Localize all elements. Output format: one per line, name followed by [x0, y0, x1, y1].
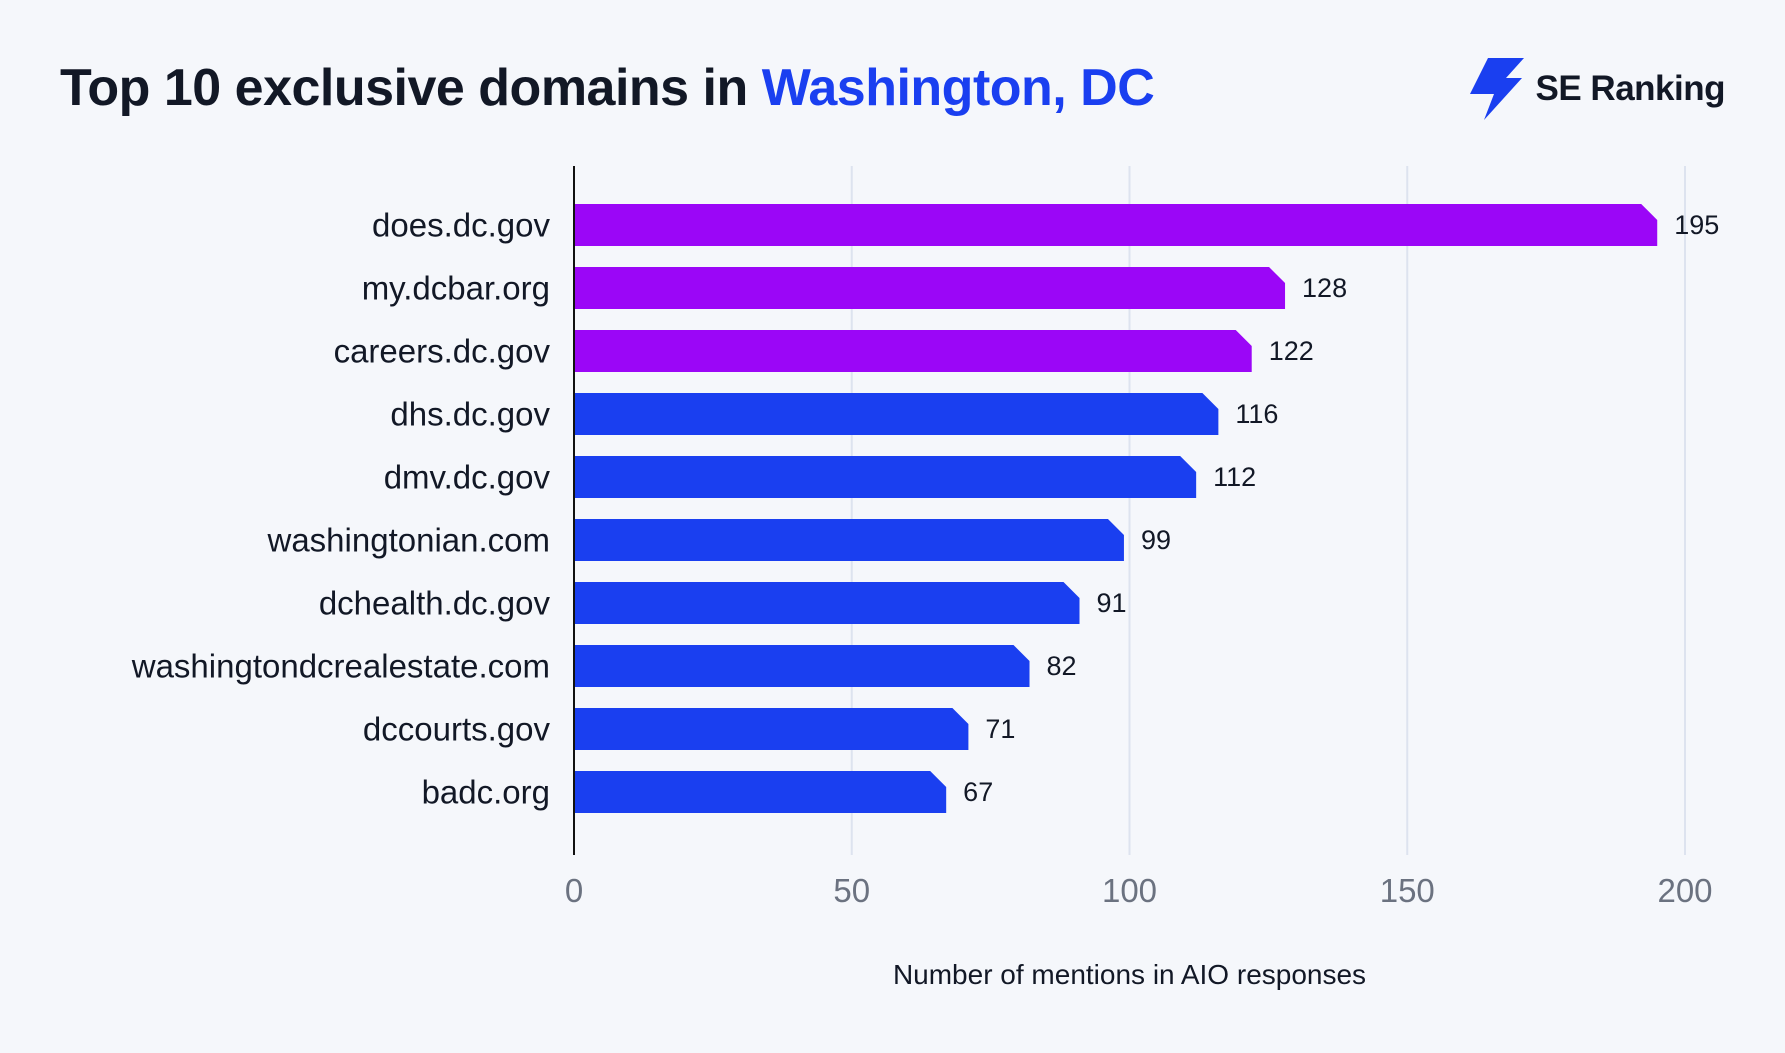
category-label: dmv.dc.gov — [384, 459, 551, 496]
bar — [574, 393, 1219, 435]
x-tick-label: 100 — [1102, 872, 1157, 909]
x-axis-title: Number of mentions in AIO responses — [893, 959, 1366, 990]
category-label: dccourts.gov — [363, 711, 551, 748]
value-labels: 195 128 122 116 112 99 91 82 71 67 — [963, 210, 1719, 807]
bar — [574, 708, 969, 750]
value-label: 71 — [985, 714, 1015, 744]
bar — [574, 204, 1658, 246]
value-label: 122 — [1269, 336, 1314, 366]
category-label: careers.dc.gov — [334, 333, 551, 370]
category-label: washingtondcrealestate.com — [131, 648, 550, 685]
value-label: 99 — [1141, 525, 1171, 555]
value-label: 195 — [1674, 210, 1719, 240]
brand-name: SE Ranking — [1535, 69, 1726, 108]
bar — [574, 519, 1124, 561]
category-label: dchealth.dc.gov — [319, 585, 551, 622]
category-label: dhs.dc.gov — [390, 396, 550, 433]
x-tick-label: 50 — [833, 872, 870, 909]
category-label: badc.org — [422, 774, 550, 811]
bars — [574, 204, 1658, 813]
category-label: washingtonian.com — [267, 522, 551, 559]
chart-title: Top 10 exclusive domains in Washington, … — [60, 58, 1155, 118]
bar — [574, 456, 1197, 498]
value-label: 82 — [1047, 651, 1077, 681]
bar — [574, 582, 1080, 624]
bar — [574, 645, 1030, 687]
lightning-bolt-icon — [1469, 58, 1524, 120]
category-labels: does.dc.gov my.dcbar.org careers.dc.gov dhs… — [131, 207, 551, 811]
brand-logo: SE Ranking — [1468, 58, 1726, 120]
value-label: 91 — [1097, 588, 1127, 618]
x-tick-label: 200 — [1657, 872, 1712, 909]
x-tick-labels: 0 50 100 150 200 — [565, 872, 1713, 909]
chart-title-prefix: Top 10 exclusive domains in — [60, 59, 762, 117]
category-label: my.dcbar.org — [362, 270, 550, 307]
value-label: 128 — [1302, 273, 1347, 303]
value-label: 116 — [1235, 399, 1278, 429]
bar — [574, 771, 947, 813]
x-tick-label: 0 — [565, 872, 583, 909]
chart-title-highlight: Washington, DC — [761, 59, 1155, 117]
bar — [574, 330, 1252, 372]
value-label: 112 — [1213, 462, 1256, 492]
value-label: 67 — [963, 777, 993, 807]
bar — [574, 267, 1286, 309]
x-tick-label: 150 — [1380, 872, 1435, 909]
category-label: does.dc.gov — [372, 207, 550, 244]
